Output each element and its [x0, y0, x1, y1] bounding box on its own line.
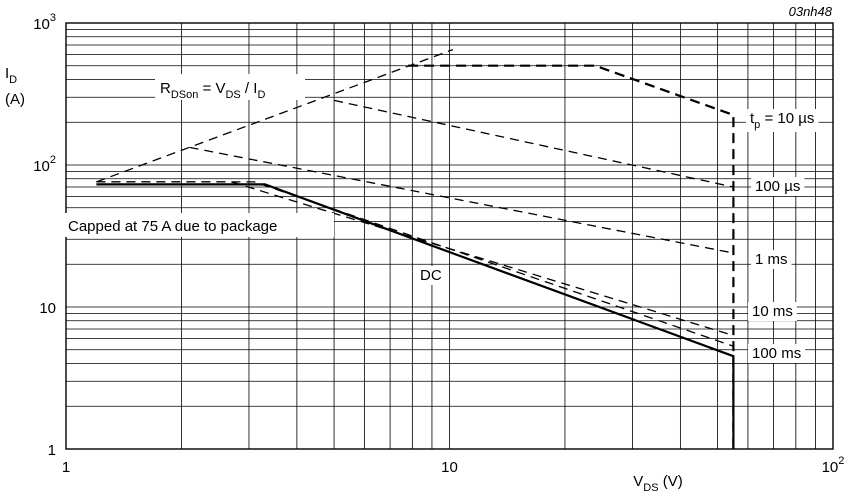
y-axis-unit: (A) [5, 91, 25, 108]
series-rdson-limit [96, 48, 454, 183]
svg-text:10 ms: 10 ms [752, 303, 793, 320]
svg-text:1 ms: 1 ms [755, 251, 788, 268]
label-tp-10-s: tp = 10 µs [746, 109, 819, 132]
rdson-label: RDSon = VDS / ID [155, 74, 305, 101]
label-10-ms: 10 ms [748, 302, 797, 321]
y-axis-title: ID [5, 65, 17, 86]
x-tick-label: 10 [441, 459, 458, 476]
chart-code: 03nh48 [789, 4, 833, 19]
x-tick-label: 1 [62, 459, 70, 476]
svg-text:Capped at 75 A due to package: Capped at 75 A due to package [68, 218, 277, 235]
svg-text:DC: DC [420, 267, 442, 284]
series-dc [96, 183, 735, 449]
series-layer [96, 48, 735, 449]
label-1-ms: 1 ms [751, 250, 792, 269]
cap-label: Capped at 75 A due to package [64, 213, 334, 237]
series-100-ms [96, 181, 734, 347]
chart-grid [66, 23, 833, 449]
svg-text:RDSon = VDS / ID: RDSon = VDS / ID [160, 80, 265, 101]
y-tick-label: 103 [33, 12, 56, 33]
x-axis-title: VDS (V) [633, 473, 682, 493]
svg-text:tp = 10 µs: tp = 10 µs [750, 110, 814, 131]
series-10-ms [96, 181, 734, 337]
label-layer: tp = 10 µs 100 µs 1 ms 10 ms 100 ms DC [416, 109, 819, 363]
label-dc: DC [416, 266, 446, 285]
y-tick-label: 102 [33, 154, 56, 175]
y-tick-label: 1 [48, 442, 56, 459]
svg-text:100 µs: 100 µs [755, 178, 800, 195]
series-tp-10-s [408, 64, 735, 449]
label-100-ms: 100 ms [748, 344, 806, 363]
label-100-s: 100 µs [751, 177, 805, 196]
series-100-s [333, 99, 734, 188]
svg-text:100 ms: 100 ms [752, 345, 801, 362]
tick-layer: 1 10 102 1 10 102 103 [33, 12, 844, 476]
series-1-ms [189, 146, 734, 254]
y-tick-label: 10 [39, 300, 56, 317]
x-tick-label: 102 [822, 455, 845, 476]
